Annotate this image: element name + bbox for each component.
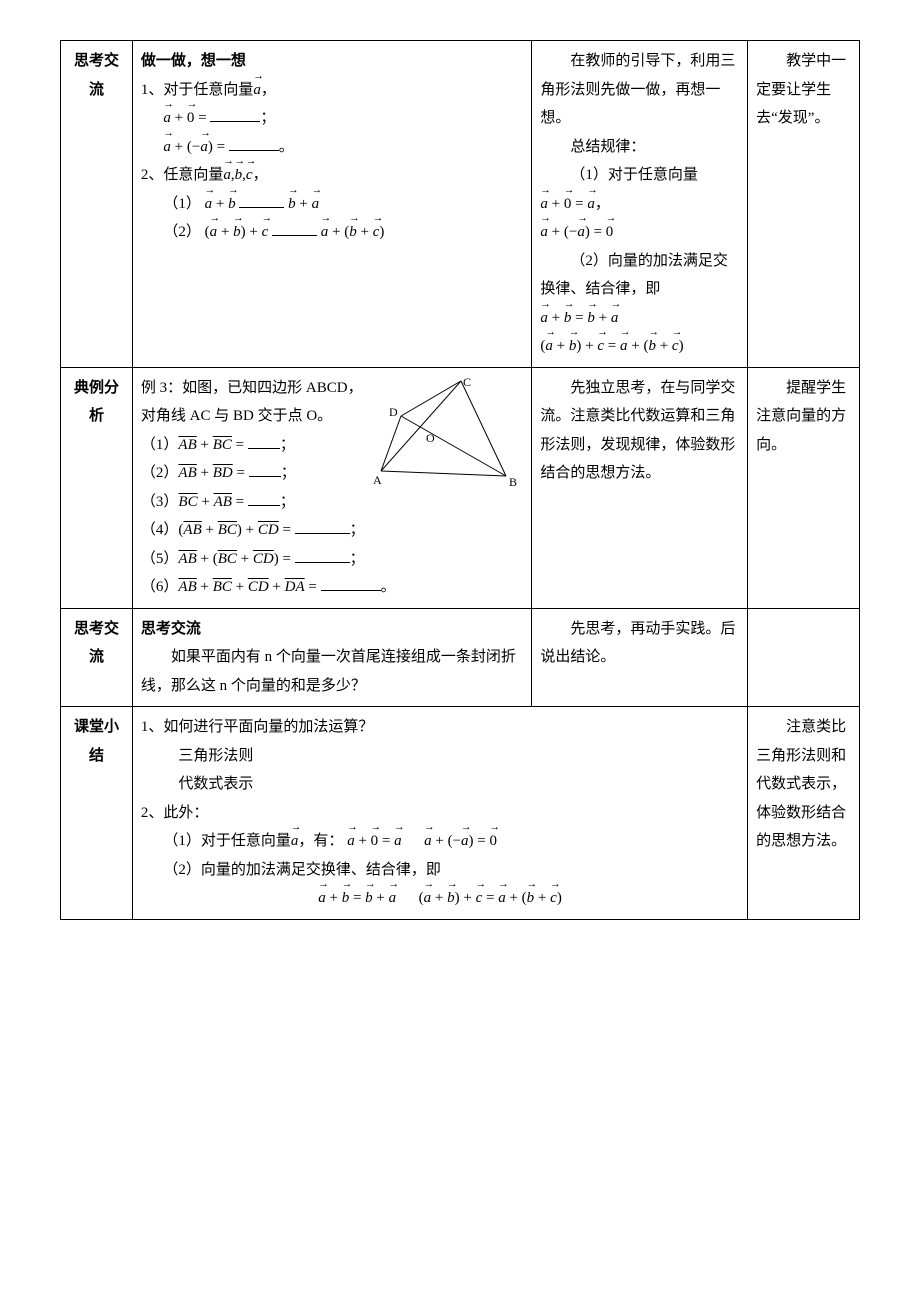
remarks-cell: 教学中一定要让学生去“发现”。 <box>748 41 860 368</box>
content-subtitle: 做一做，想一想 <box>141 47 524 76</box>
fill-blank <box>295 520 350 535</box>
table-row: 课堂小结 1、如何进行平面向量的加法运算？ 三角形法则 代数式表示 2、此外： … <box>61 707 860 920</box>
text: （1） <box>163 196 201 212</box>
lesson-plan-table: 思考交流 做一做，想一想 1、对于任意向量→a， →a + →0 = ； →a … <box>60 40 860 920</box>
question-2-item1: （1） →a + →b →b + →a <box>141 190 524 219</box>
text: ； <box>280 437 295 453</box>
example-item: （4）(AB + BC) + CD = ； <box>141 516 524 545</box>
fill-blank <box>248 491 280 506</box>
text: 1、对于任意向量 <box>141 82 254 98</box>
fill-blank <box>229 136 279 151</box>
text: （3） <box>141 494 179 510</box>
row-label: 思考交流 <box>61 608 133 707</box>
svg-text:C: C <box>463 376 471 389</box>
equation-line: →a + →b = →b + →a (→a + →b) + →c = →a + … <box>141 884 739 913</box>
text: 先独立思考，在与同学交流。注意类比代数运算和三角形法则，发现规律，体验数形结合的… <box>540 374 739 488</box>
text: （1）对于任意向量 <box>570 167 698 183</box>
summary-line: 代数式表示 <box>141 770 739 799</box>
summary-line: 三角形法则 <box>141 742 739 771</box>
text: 在教师的引导下，利用三角形法则先做一做，再想一想。 <box>540 47 739 133</box>
content-cell: 做一做，想一想 1、对于任意向量→a， →a + →0 = ； →a + (−→… <box>132 41 532 368</box>
text: ； <box>281 465 296 481</box>
text: ； <box>260 110 275 126</box>
quadrilateral-diagram: A B C D O <box>371 376 521 491</box>
table-row: 思考交流 思考交流 如果平面内有 n 个向量一次首尾连接组成一条封闭折线，那么这… <box>61 608 860 707</box>
text: ； <box>280 494 295 510</box>
remarks-cell: 注意类比三角形法则和代数式表示，体验数形结合的思想方法。 <box>748 707 860 920</box>
equation-line: →a + (−→a) = 。 <box>141 133 524 162</box>
remarks-cell <box>748 608 860 707</box>
question-2-item2: （2） (→a + →b) + →c →a + (→b + →c) <box>141 218 524 247</box>
fill-blank <box>272 222 317 237</box>
text: （6） <box>141 579 179 595</box>
table-row: 典例分析 A B C D O 例 3：如图，已知四边形 ABCD，对角线 AC … <box>61 367 860 608</box>
content-cell: A B C D O 例 3：如图，已知四边形 ABCD，对角线 AC 与 BD … <box>132 367 532 608</box>
text: （1） <box>141 437 179 453</box>
question-2: 2、任意向量→a,→b,→c， <box>141 161 524 190</box>
text: ； <box>350 522 365 538</box>
row-label: 思考交流 <box>61 41 133 368</box>
summary-rule-1: （1）对于任意向量→a，有： →a + →0 = →a →a + (−→a) =… <box>141 827 739 856</box>
text: 2、任意向量 <box>141 167 224 183</box>
equation-line: (→a + →b) + →c = →a + (→b + →c) <box>540 332 739 361</box>
content-subtitle: 思考交流 <box>141 615 524 644</box>
svg-text:A: A <box>373 473 382 487</box>
remarks-cell: 提醒学生注意向量的方向。 <box>748 367 860 608</box>
equation-line: →a + →0 = →a， <box>540 190 739 219</box>
text: 。 <box>279 139 294 155</box>
text: ，有： <box>298 833 343 849</box>
summary-line: 2、此外： <box>141 799 739 828</box>
fill-blank <box>249 463 281 478</box>
text: 先思考，再动手实践。后说出结论。 <box>540 615 739 672</box>
vector-a: →a <box>253 76 261 105</box>
equation-line: →a + (−→a) = →0 <box>540 218 739 247</box>
content-cell: 1、如何进行平面向量的加法运算？ 三角形法则 代数式表示 2、此外： （1）对于… <box>132 707 747 920</box>
summary-line: 1、如何进行平面向量的加法运算？ <box>141 713 739 742</box>
text: 。 <box>381 579 396 595</box>
row-label: 课堂小结 <box>61 707 133 920</box>
text: （2） <box>141 465 179 481</box>
summary-rule-2: （2）向量的加法满足交换律、结合律，即 <box>141 856 739 885</box>
svg-text:D: D <box>389 405 398 419</box>
table-row: 思考交流 做一做，想一想 1、对于任意向量→a， →a + →0 = ； →a … <box>61 41 860 368</box>
svg-text:O: O <box>426 431 435 445</box>
example-item: （3）BC + AB = ； <box>141 488 524 517</box>
text: ， <box>261 82 276 98</box>
example-item: （5）AB + (BC + CD) = ； <box>141 545 524 574</box>
fill-blank <box>210 108 260 123</box>
text: ； <box>350 551 365 567</box>
teacher-notes: 先思考，再动手实践。后说出结论。 <box>532 608 748 707</box>
text: （4） <box>141 522 179 538</box>
content-cell: 思考交流 如果平面内有 n 个向量一次首尾连接组成一条封闭折线，那么这 n 个向… <box>132 608 532 707</box>
text: （2） <box>163 224 201 240</box>
row-label: 典例分析 <box>61 367 133 608</box>
fill-blank <box>295 548 350 563</box>
fill-blank <box>248 434 280 449</box>
fill-blank <box>321 577 381 592</box>
svg-text:B: B <box>509 475 517 489</box>
text: ， <box>253 167 268 183</box>
teacher-notes: 先独立思考，在与同学交流。注意类比代数运算和三角形法则，发现规律，体验数形结合的… <box>532 367 748 608</box>
text: （1）对于任意向量 <box>163 833 291 849</box>
text: （2）向量的加法满足交换律、结合律，即 <box>540 247 739 304</box>
example-item: （6）AB + BC + CD + DA = 。 <box>141 573 524 602</box>
question-text: 如果平面内有 n 个向量一次首尾连接组成一条封闭折线，那么这 n 个向量的和是多… <box>141 643 524 700</box>
fill-blank <box>239 193 284 208</box>
text: 总结规律： <box>540 133 739 162</box>
teacher-notes: 在教师的引导下，利用三角形法则先做一做，再想一想。 总结规律： （1）对于任意向… <box>532 41 748 368</box>
question-1: 1、对于任意向量→a， <box>141 76 524 105</box>
equation-line: →a + →0 = ； <box>141 104 524 133</box>
text: （5） <box>141 551 179 567</box>
